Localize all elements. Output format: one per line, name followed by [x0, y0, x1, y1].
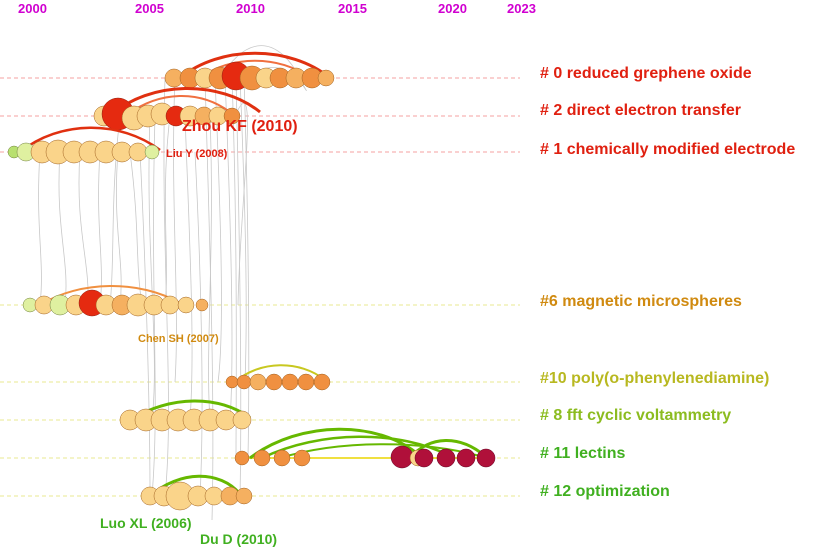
link [139, 151, 151, 497]
year-label-2015: 2015 [338, 1, 367, 16]
node [414, 448, 434, 468]
node [297, 373, 315, 391]
year-label-2020: 2020 [438, 1, 467, 16]
cluster-12-nodes [140, 474, 253, 511]
cluster-label-2: # 2 direct electron transfer [540, 102, 741, 119]
cluster-label-8: # 8 fft cyclic voltammetry [540, 407, 731, 424]
year-axis: 2000 2005 2010 2015 2020 2023 [18, 1, 536, 16]
link [163, 77, 169, 497]
cluster-label-6: #6 magnetic microspheres [540, 293, 742, 310]
link [129, 151, 143, 306]
node [144, 144, 160, 160]
link [78, 151, 89, 306]
cluster-label-10: #10 poly(o-phenylenediamine) [540, 370, 769, 387]
year-label-2005: 2005 [135, 1, 164, 16]
node [235, 487, 253, 505]
node [225, 375, 239, 389]
node [265, 373, 283, 391]
arc [19, 126, 161, 153]
node [195, 298, 209, 312]
link [208, 115, 212, 421]
link [151, 115, 156, 497]
cluster-label-11: # 11 lectins [540, 445, 625, 462]
link [58, 151, 67, 306]
node [234, 450, 250, 466]
node [313, 373, 331, 391]
node [236, 374, 252, 390]
link [234, 102, 248, 306]
cluster-label-1: # 1 chemically modified electrode [540, 141, 795, 158]
cluster-6-nodes [22, 285, 209, 317]
cluster-label-0: # 0 reduced grephene oxide [540, 65, 752, 82]
node [273, 449, 291, 467]
citation-links [38, 45, 307, 521]
author-label-liu: Liu Y (2008) [166, 148, 228, 160]
link [231, 77, 237, 459]
node [160, 295, 180, 315]
author-labels: Zhou KF (2010) Liu Y (2008) Chen SH (200… [100, 118, 298, 547]
cluster-labels: # 0 reduced grephene oxide # 2 direct el… [540, 65, 795, 500]
author-label-du: Du D (2010) [200, 531, 277, 547]
node [249, 373, 267, 391]
cluster-2-nodes [93, 87, 261, 131]
link [38, 151, 42, 306]
cluster-11-nodes [234, 427, 496, 469]
link [98, 151, 102, 306]
link [243, 77, 250, 459]
node [456, 448, 476, 468]
link [184, 115, 193, 421]
node [317, 69, 335, 87]
node [128, 142, 148, 162]
link [214, 77, 222, 383]
cluster-10-nodes [225, 364, 331, 391]
node [390, 445, 414, 469]
row-lines [0, 77, 520, 497]
node [223, 107, 241, 125]
author-label-luo: Luo XL (2006) [100, 515, 192, 531]
node [204, 486, 224, 506]
node [436, 448, 456, 468]
arc [179, 51, 331, 80]
link [116, 151, 122, 306]
cluster-label-12: # 12 optimization [540, 483, 670, 500]
year-label-2023: 2023 [507, 1, 536, 16]
author-label-chen: Chen SH (2007) [138, 333, 219, 345]
year-label-2000: 2000 [18, 1, 47, 16]
link [194, 151, 203, 497]
node [281, 373, 299, 391]
node [177, 296, 195, 314]
link [164, 115, 171, 306]
cluster-1-nodes [7, 126, 161, 165]
node [293, 449, 311, 467]
node [253, 449, 271, 467]
link [204, 77, 214, 521]
cluster-0-nodes [164, 51, 335, 91]
link [224, 77, 233, 421]
year-label-2010: 2010 [236, 1, 265, 16]
cluster-8-nodes [119, 399, 252, 432]
node [476, 448, 496, 468]
link [239, 77, 247, 383]
node [232, 410, 252, 430]
author-label-zhou: Zhou KF (2010) [182, 118, 298, 135]
